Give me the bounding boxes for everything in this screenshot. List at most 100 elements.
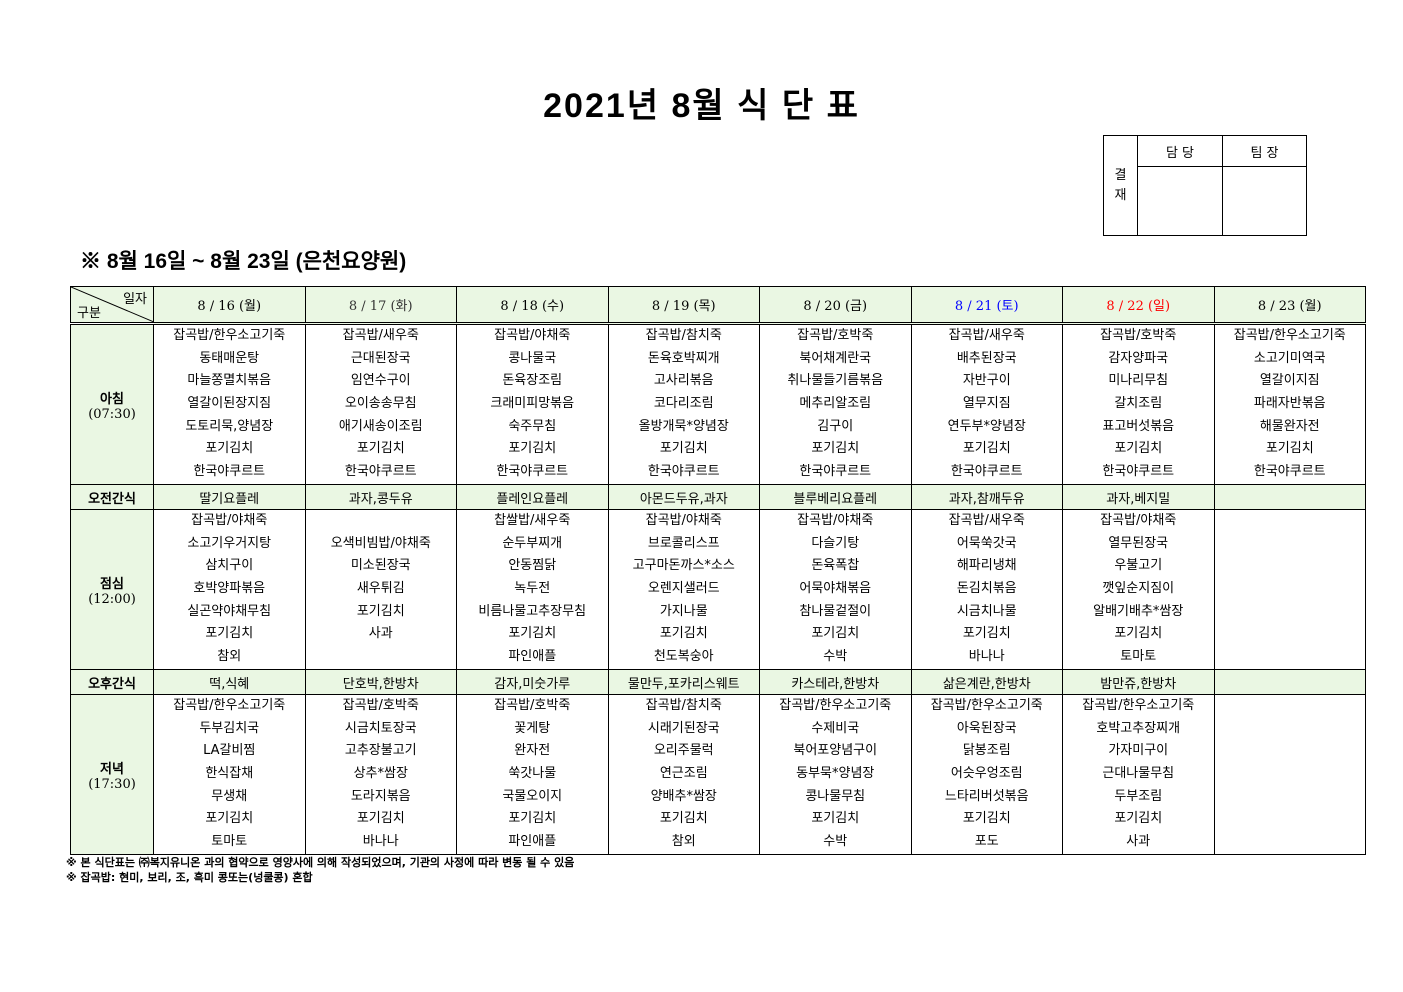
menu-item: 어묵야채볶음 [799, 581, 872, 597]
menu-item: 잡곡밥/호박죽 [797, 328, 874, 343]
menu-item: 바나나 [968, 649, 1005, 665]
menu-item: 국물오이지 [502, 788, 563, 804]
menu-item: 순두부찌개 [502, 535, 563, 551]
menu-item: 수박 [823, 834, 848, 850]
menu-item: 브로콜리스프 [647, 535, 720, 551]
approval-sign-team-lead[interactable] [1222, 166, 1307, 236]
day-header: 8 / 19 (목) [607, 286, 760, 325]
menu-item: 가지나물 [659, 603, 708, 619]
menu-item: 포기김치 [811, 441, 860, 457]
menu-cell: 잡곡밥/한우소고기죽 호박고추장찌개 가자미구이 근대나물무침 두부조림 포기김치 사과 [1062, 694, 1215, 855]
lunch-row: 점심 (12:00) 잡곡밥/야채죽 소고기우거지탕 삼치구이 호박양파볶음 실곤약야채무침… [70, 509, 1366, 670]
menu-item: 근대된장국 [350, 350, 411, 366]
menu-item: 북어포양념구이 [793, 743, 878, 759]
menu-item: 표고버섯볶음 [1102, 418, 1175, 434]
menu-item: 잡곡밥/새우죽 [948, 513, 1025, 528]
menu-item: 한국야쿠르트 [1253, 464, 1326, 480]
menu-item: 우불고기 [1114, 558, 1163, 574]
menu-cell: 잡곡밥/야채죽 열무된장국 우불고기 깻잎순지짐이 알배기배추*쌈장 포기김치 토마토 [1062, 509, 1215, 670]
pm-snack-label: 오후간식 [70, 669, 154, 695]
menu-cell: 잡곡밥/한우소고기죽 두부김치국 LA갈비찜 한식잡채 무생채 포기김치 토마토 [153, 694, 306, 855]
menu-item: 두부김치국 [199, 720, 260, 736]
menu-item: 돈김치볶음 [956, 581, 1017, 597]
approval-box: 결 재 담 당 팀 장 [1103, 135, 1307, 236]
menu-item: 시금치나물 [956, 603, 1017, 619]
menu-item: 시래기된장국 [647, 720, 720, 736]
menu-item: 해파리냉채 [956, 558, 1017, 574]
approval-sign-manager[interactable] [1137, 166, 1223, 236]
day-header: 8 / 20 (금) [759, 286, 912, 325]
menu-item: 잡곡밥/한우소고기죽 [779, 698, 892, 713]
menu-item: 참외 [671, 834, 696, 850]
menu-item: 포기김치 [205, 441, 254, 457]
menu-item: 잡곡밥/야채죽 [494, 328, 571, 343]
dinner-row: 저녁 (17:30) 잡곡밥/한우소고기죽 두부김치국 LA갈비찜 한식잡채 무생채 포기김치… [70, 694, 1366, 855]
day-header: 8 / 23 (월) [1213, 286, 1366, 325]
breakfast-row: 아침 (07:30) 잡곡밥/한우소고기죽 동태매운탕 마늘쫑멸치볶음 열갈이된장지짐 도토… [70, 323, 1366, 485]
menu-item: 잡곡밥/한우소고기죽 [1082, 698, 1195, 713]
menu-item: 올방개묵*양념장 [638, 418, 729, 434]
menu-item: 도토리묵,양념장 [185, 418, 274, 434]
menu-item: 애기새송이조림 [338, 418, 423, 434]
menu-item: 꽃게탕 [514, 720, 551, 736]
menu-item: 한국야쿠르트 [496, 464, 569, 480]
menu-item: 북어채계란국 [799, 350, 872, 366]
meal-name: 저녁 [100, 761, 124, 777]
menu-item: 느타리버섯볶음 [944, 788, 1029, 804]
menu-item: 파인애플 [508, 834, 557, 850]
menu-cell [1213, 694, 1366, 855]
menu-item: 열무지짐 [962, 396, 1011, 412]
menu-item: 고추장불고기 [344, 743, 417, 759]
menu-item: 토마토 [211, 834, 248, 850]
menu-item: 코다리조림 [653, 396, 714, 412]
menu-item: 콩나물국 [508, 350, 557, 366]
menu-cell: 과자,베지밀 [1062, 484, 1215, 510]
menu-item: 동태매운탕 [199, 350, 260, 366]
period-subtitle: ※ 8월 16일 ~ 8월 23일 (은천요양원) [80, 250, 407, 273]
corner-date-label: 일자 [123, 292, 147, 307]
menu-item: 호박고추장찌개 [1096, 720, 1181, 736]
menu-item: 참외 [217, 649, 242, 665]
menu-item: 호박양파볶음 [193, 581, 266, 597]
day-header: 8 / 21 (토) [910, 286, 1063, 325]
menu-item: 한국야쿠르트 [950, 464, 1023, 480]
menu-cell: 잡곡밥/참치죽 시래기된장국 오리주물럭 연근조림 양배추*쌈장 포기김치 참외 [607, 694, 760, 855]
menu-item: 삼치구이 [205, 558, 254, 574]
menu-item: 포기김치 [508, 626, 557, 642]
menu-item: 상추*쌈장 [353, 766, 408, 782]
menu-item: 실곤약야채무침 [187, 603, 272, 619]
menu-item: 다슬기탕 [811, 535, 860, 551]
menu-item: 쑥갓나물 [508, 766, 557, 782]
menu-item: 사과 [1126, 834, 1151, 850]
menu-item: 새우튀김 [356, 581, 405, 597]
menu-item: 돈육장조림 [502, 373, 563, 389]
menu-item: 포기김치 [1114, 441, 1163, 457]
menu-item: 자반구이 [962, 373, 1011, 389]
menu-cell: 잡곡밥/한우소고기죽 동태매운탕 마늘쫑멸치볶음 열갈이된장지짐 도토리묵,양념장 포기김… [153, 323, 306, 485]
menu-item: 포기김치 [508, 811, 557, 827]
meal-time: (17:30) [88, 776, 136, 792]
menu-item: 김구이 [817, 418, 854, 434]
meal-name: 오전간식 [88, 491, 136, 507]
approval-label-top: 결 [1114, 167, 1127, 183]
menu-cell: 잡곡밥/야채죽 브로콜리스프 고구마돈까스*소스 오렌지샐러드 가지나물 포기김치 천도복숭… [607, 509, 760, 670]
lunch-label: 점심 (12:00) [70, 509, 154, 670]
menu-cell: 잡곡밥/호박죽 감자양파국 미나리무침 갈치조림 표고버섯볶음 포기김치 한국야쿠르트 [1062, 323, 1215, 485]
menu-item: 잡곡밥/한우소고기죽 [173, 698, 286, 713]
menu-item: 무생채 [211, 788, 248, 804]
menu-item: 잡곡밥/야채죽 [645, 513, 722, 528]
menu-cell: 삶은계란,한방차 [910, 669, 1063, 695]
menu-item: 연근조림 [659, 766, 708, 782]
menu-item: 포기김치 [659, 441, 708, 457]
menu-item: 열무된장국 [1108, 535, 1169, 551]
menu-item: 완자전 [514, 743, 551, 759]
menu-item: 오이송송무침 [344, 396, 417, 412]
menu-item: 갈치조림 [1114, 396, 1163, 412]
menu-cell: 카스테라,한방차 [759, 669, 912, 695]
menu-item: 배추된장국 [956, 350, 1017, 366]
menu-cell: 과자,콩두유 [304, 484, 457, 510]
menu-item: 마늘쫑멸치볶음 [187, 373, 272, 389]
menu-item: 잡곡밥/야채죽 [1100, 513, 1177, 528]
menu-item: 연두부*양념장 [947, 418, 1026, 434]
corner-category-label: 구분 [77, 306, 101, 321]
